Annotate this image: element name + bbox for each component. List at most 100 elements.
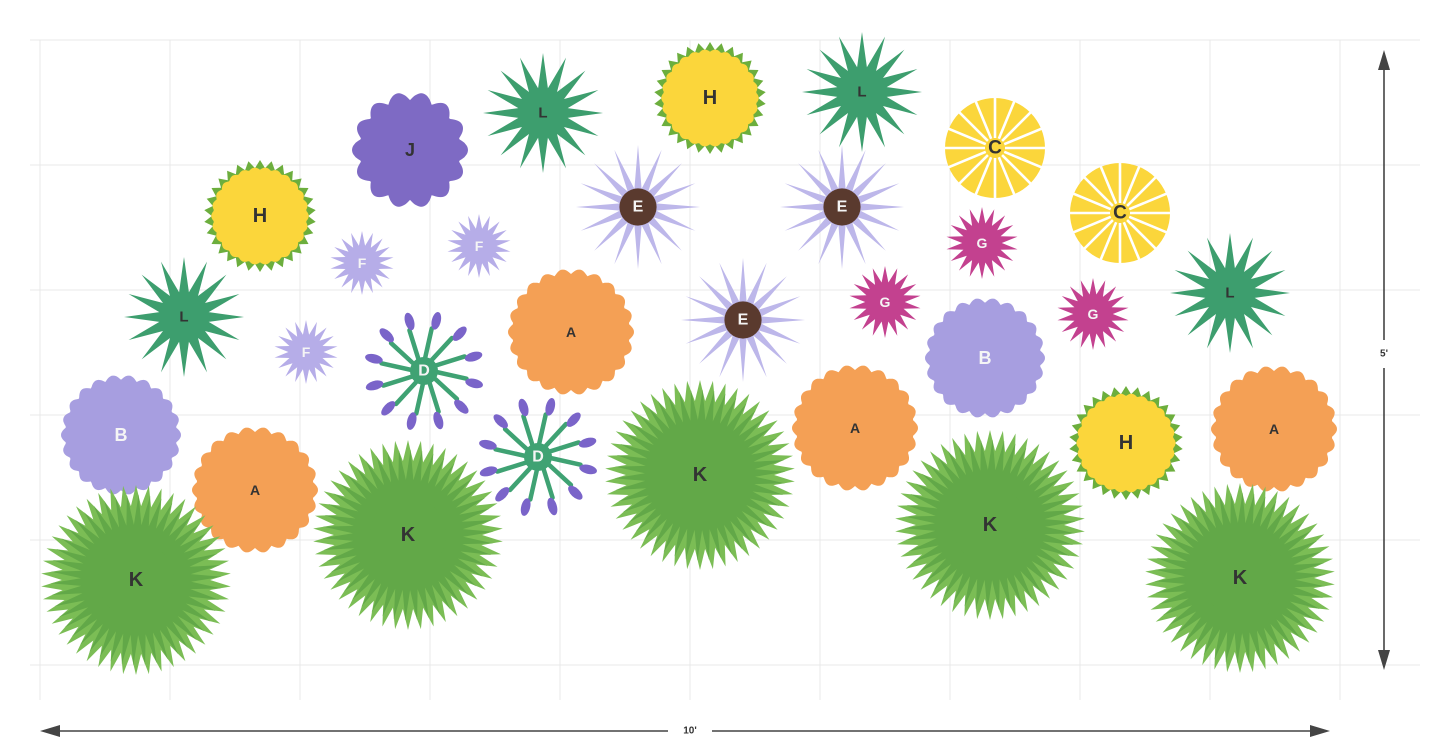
plant-label: E: [738, 312, 749, 329]
petal-gap: [1122, 165, 1141, 205]
plant-shape: [274, 320, 338, 384]
plant-center: [98, 542, 174, 618]
petal-gap: [1099, 221, 1118, 261]
arrow-right-icon: [1310, 725, 1330, 737]
plant-label: F: [475, 238, 484, 254]
petal-gap: [1001, 111, 1032, 142]
plant-shape: [849, 266, 921, 338]
plant-label: L: [179, 309, 188, 326]
plant-bud: [452, 326, 467, 341]
plant-label: A: [1269, 421, 1279, 437]
plant-label: E: [633, 199, 644, 216]
plant-k: K: [41, 485, 231, 675]
plant-g: G: [849, 266, 921, 338]
petal-gap: [947, 150, 987, 169]
plant-center: [370, 497, 446, 573]
arrow-up-icon: [1378, 50, 1390, 70]
plant-center: [619, 188, 657, 226]
petal-gap: [1128, 215, 1168, 234]
plant-shape: [792, 365, 918, 491]
plant-shape: [124, 257, 244, 377]
plant-l: L: [802, 32, 922, 152]
plant-label: C: [1113, 203, 1127, 224]
plant-bud: [545, 398, 556, 416]
arrow-left-icon: [40, 725, 60, 737]
plant-bud: [381, 401, 396, 416]
plant-label: B: [115, 425, 128, 445]
plant-bud: [365, 353, 383, 364]
plant-a: A: [792, 365, 918, 491]
plant-label: D: [532, 449, 544, 466]
petal-gap: [1122, 221, 1141, 261]
plant-k: K: [1145, 483, 1335, 673]
plant-label: K: [401, 524, 416, 546]
petal-gap: [1083, 176, 1114, 207]
petal-gap: [974, 156, 993, 196]
plant-center: [410, 357, 438, 385]
plant-bud: [568, 485, 583, 500]
petal-gap: [947, 127, 987, 146]
petal-gap: [1099, 165, 1118, 205]
plant-bud: [547, 497, 558, 516]
plant-center: [724, 301, 762, 339]
plant-k: K: [895, 430, 1085, 620]
petal-gap: [958, 154, 989, 185]
petal-gap: [1083, 219, 1114, 250]
plant-label: H: [1119, 432, 1133, 454]
plant-label: C: [988, 138, 1002, 159]
plant-center: [952, 487, 1028, 563]
plant-center: [662, 437, 738, 513]
plant-label: B: [979, 348, 992, 368]
plant-e: E: [576, 145, 700, 269]
plant-bud: [579, 464, 597, 475]
plant-shape: [352, 93, 468, 207]
plant-bud: [518, 398, 529, 417]
petal-gap: [997, 156, 1016, 196]
plant-k: K: [605, 380, 795, 570]
plant-bud: [454, 399, 469, 414]
petal-gap: [1001, 154, 1032, 185]
plant-shape: [925, 298, 1045, 418]
plant-l: L: [1170, 233, 1290, 353]
petal-gap: [1126, 176, 1157, 207]
plant-bud: [566, 412, 581, 427]
plant-b: B: [925, 298, 1045, 418]
plant-l: L: [483, 53, 603, 173]
petal-gap: [1003, 127, 1043, 146]
plant-bud: [578, 437, 597, 448]
plant-center: [524, 443, 552, 471]
plant-center: [823, 188, 861, 226]
plant-shape-inner: [661, 49, 759, 147]
plant-shape: [946, 207, 1018, 279]
petal-gap: [1128, 192, 1168, 211]
plant-f: F: [330, 231, 394, 295]
petal-gap: [974, 100, 993, 140]
plant-bud: [365, 380, 384, 391]
plant-f: F: [447, 214, 511, 278]
plant-label: L: [1225, 285, 1234, 302]
plant-label: F: [358, 255, 367, 271]
plant-shape: [330, 231, 394, 295]
plant-bud: [479, 466, 498, 477]
plant-shape: [192, 427, 318, 553]
plant-bud: [431, 312, 442, 330]
height-dimension-label: 5': [1380, 349, 1388, 360]
plant-shape: [1170, 233, 1290, 353]
petal-gap: [1072, 192, 1112, 211]
plant-h: H: [654, 42, 766, 154]
petal-gap: [958, 111, 989, 142]
plant-bud: [406, 412, 417, 430]
plant-a: A: [1211, 366, 1337, 492]
plant-label: H: [253, 205, 267, 227]
plant-d: D: [479, 398, 597, 516]
plant-shape: [447, 214, 511, 278]
plant-label: K: [693, 464, 708, 486]
plant-e: E: [780, 145, 904, 269]
plant-label: D: [418, 363, 430, 380]
plant-bud: [479, 439, 497, 450]
plant-g: G: [1057, 278, 1129, 350]
grid: [30, 39, 1420, 700]
plant-label: K: [983, 514, 998, 536]
